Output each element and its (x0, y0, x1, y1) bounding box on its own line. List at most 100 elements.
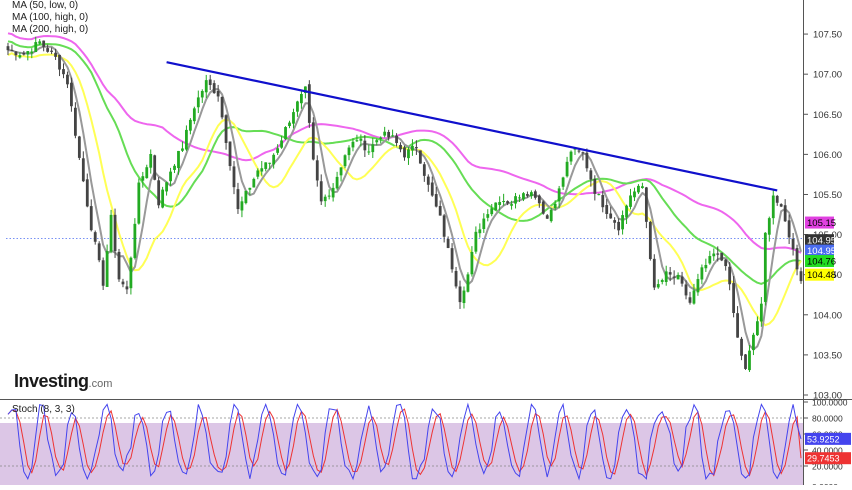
candle-body (22, 52, 26, 55)
candle-body (204, 80, 208, 93)
candle-body (97, 243, 101, 261)
candle-body (430, 182, 434, 196)
stoch-tick-label: 100.0000 (812, 398, 848, 408)
candle-body (351, 141, 355, 148)
candle-body (42, 40, 46, 47)
candle-body (633, 191, 636, 198)
candle-body (700, 267, 704, 280)
price-tag-label: 104.76 (807, 257, 836, 268)
candle-body (577, 150, 581, 152)
candle-body (403, 147, 406, 158)
candle-body (101, 260, 105, 286)
price-tag (805, 268, 834, 281)
candle-body (629, 195, 632, 207)
candle-body (323, 196, 327, 202)
price-tag (805, 244, 834, 257)
candle-body (181, 148, 184, 151)
price-tick-label: 103.00 (813, 390, 842, 401)
candle-body (613, 220, 617, 223)
candle-body (10, 50, 14, 52)
ma-short-line (7, 45, 802, 351)
candle-body (680, 276, 684, 284)
candle-body (371, 144, 375, 153)
candle-body (50, 50, 53, 52)
stoch-k-line (7, 402, 802, 481)
candle-body (486, 214, 490, 218)
candle-body (220, 97, 224, 118)
candle-body (363, 140, 367, 151)
candle-body (696, 279, 700, 293)
candle-body (192, 108, 196, 122)
candle-body (744, 354, 747, 369)
candle-body (66, 74, 69, 85)
candle-body (335, 176, 339, 189)
candle-body (73, 107, 77, 136)
candle-body (407, 149, 410, 159)
candle-body (232, 166, 236, 188)
candle-body (228, 141, 232, 167)
candle-body (779, 204, 783, 207)
candle-body (149, 154, 153, 168)
candle-body (724, 259, 728, 267)
candle-body (498, 201, 502, 205)
stoch-title: Stoch (8, 3, 3) (12, 404, 75, 415)
candle-body (522, 193, 525, 200)
candle-body (728, 266, 732, 285)
candle-body (256, 170, 260, 177)
candle-body (248, 187, 252, 190)
candle-body (307, 84, 311, 123)
candle-body (656, 284, 660, 288)
candle-body (93, 232, 97, 242)
candle-body (767, 218, 771, 235)
price-tick-label: 107.50 (813, 30, 842, 41)
candle-body (387, 131, 391, 138)
candle-body (395, 135, 398, 143)
candle-body (70, 82, 73, 107)
candle-body (6, 46, 10, 51)
candle-body (660, 280, 664, 282)
candle-body (514, 196, 517, 204)
candle-body (589, 170, 593, 180)
candle-body (617, 221, 621, 231)
candle-body (748, 350, 751, 371)
candle-body (672, 276, 676, 278)
candle-body (411, 145, 414, 151)
price-tick-label: 106.50 (813, 110, 842, 121)
candle-body (688, 297, 692, 303)
candle-body (712, 253, 716, 257)
candle-body (637, 185, 640, 193)
candle-body (276, 148, 280, 153)
candle-body (434, 194, 438, 207)
candle-body (240, 201, 244, 211)
candle-body (129, 257, 133, 289)
legend-ma200: MA (200, high, 0) (12, 24, 89, 35)
price-tag (805, 255, 834, 268)
candle-body (46, 48, 50, 52)
candle-body (296, 101, 299, 112)
candle-body (153, 155, 157, 180)
candle-body (478, 229, 482, 234)
candle-body (549, 209, 553, 222)
candle-body (185, 129, 188, 150)
candle-body (704, 264, 708, 269)
candle-body (359, 138, 363, 141)
candle-body (771, 195, 775, 219)
price-tag-label: 104.95 (807, 246, 836, 257)
price-tick-label: 104.00 (813, 310, 842, 321)
stoch-tick-label: 40.0000 (812, 446, 843, 456)
candle-body (533, 191, 537, 198)
candle-body (331, 187, 335, 198)
candle-body (14, 51, 18, 56)
stoch-d-tag (805, 452, 851, 465)
price-tag (805, 216, 834, 229)
candle-body (426, 176, 430, 185)
brand-main: Investing (14, 371, 89, 391)
candle-body (109, 214, 113, 252)
candle-body (625, 205, 628, 218)
candle-body (113, 214, 117, 252)
candle-body (736, 313, 739, 338)
candle-body (236, 189, 240, 210)
candle-body (652, 258, 656, 288)
candle-body (553, 203, 557, 209)
